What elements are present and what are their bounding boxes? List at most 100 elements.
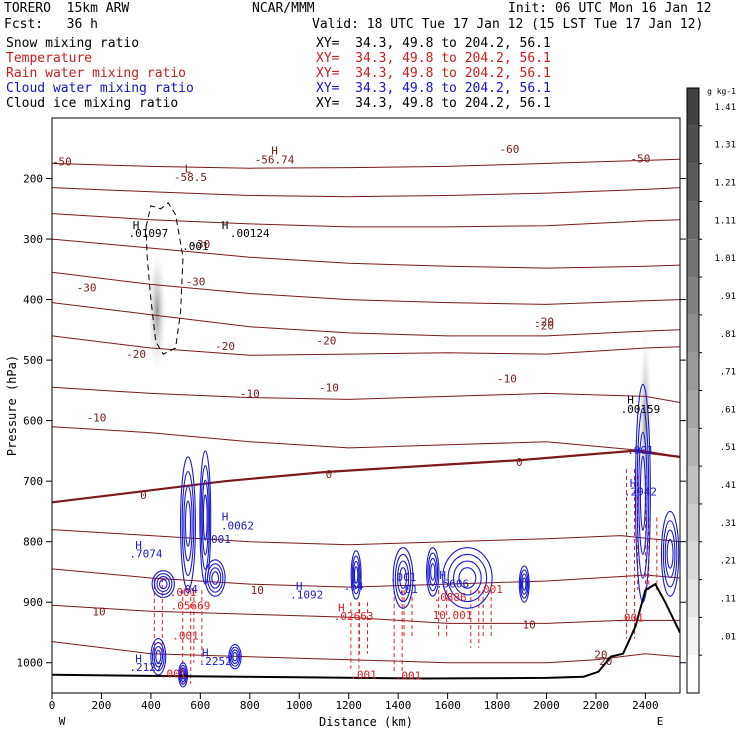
- cloud-water-contour-8-0: [392, 547, 414, 609]
- annotation-43: .001: [395, 670, 422, 683]
- x-end-label-west: W: [59, 715, 66, 728]
- isotherm-3: [52, 238, 680, 269]
- xy-cloud-ice: XY= 34.3, 49.8 to 204.2, 56.1: [316, 96, 551, 111]
- colorbar-cell-13: [687, 163, 699, 202]
- cloud-water-contour-9-0: [426, 547, 440, 597]
- colorbar-label-11: 1.11: [714, 216, 736, 226]
- colorbar-label-6: .61: [720, 405, 736, 415]
- legend-cloud-water: Cloud water mixing ratio: [6, 81, 194, 96]
- x-tick-label-9: 1800: [484, 699, 511, 712]
- annotation-17: .001: [204, 533, 231, 546]
- cloud-water-contour-4-2: [153, 645, 164, 668]
- cloud-water-contour-4-0: [150, 637, 167, 676]
- cloud-water-contour-7-1: [351, 555, 361, 595]
- cloud-water-contour-10-0: [442, 547, 493, 609]
- annotation-33: .02663: [334, 610, 374, 623]
- isotherm-label-7-0: -10: [240, 387, 260, 400]
- cloud-water-contour-7-3: [353, 566, 359, 584]
- colorbar-cell-12: [687, 201, 699, 240]
- annotation-13: H: [630, 477, 637, 490]
- colorbar-cell-5: [687, 466, 699, 504]
- isotherm-8: [52, 426, 680, 458]
- rain-column-2: [193, 590, 203, 663]
- colorbar-label-9: .91: [720, 292, 736, 302]
- cloud-water-contour-10-2: [452, 560, 482, 596]
- colorbar-label-4: .41: [720, 481, 736, 491]
- annotation-32: H: [338, 601, 345, 614]
- annotation-42: .001: [350, 668, 377, 681]
- isotherm-0: [52, 158, 680, 169]
- y-tick-label-8: 1000: [17, 657, 44, 670]
- annotation-36: .001: [617, 612, 644, 625]
- cloud-water-contour-6-3: [232, 652, 238, 662]
- cloud-water-contour-8-2: [396, 560, 410, 596]
- annotation-37: H: [135, 653, 142, 666]
- cloud-water-contour-6-2: [230, 649, 239, 665]
- x-tick-label-1: 200: [92, 699, 112, 712]
- rain-column-4: [359, 602, 369, 654]
- annotation-18: H: [135, 539, 142, 552]
- isotherm-10: [52, 529, 680, 546]
- colorbar-cell-15: [687, 88, 699, 126]
- colorbar-cell-2: [687, 579, 699, 618]
- colorbar-cell-8: [687, 352, 699, 391]
- legend-snow: Snow mixing ratio: [6, 36, 140, 51]
- annotation-14: .2942: [624, 486, 657, 499]
- isotherm-label-4-1: -30: [185, 275, 205, 288]
- colorbar-label-1: .11: [720, 594, 736, 604]
- plot-frame: [51, 117, 681, 694]
- isotherm-4: [52, 271, 680, 305]
- y-tick-label-2: 400: [23, 294, 43, 307]
- cloud-water-contour-0-3: [184, 500, 192, 547]
- colorbar-cell-3: [687, 541, 699, 580]
- rain-column-10: [626, 469, 636, 639]
- annotation-15: H: [222, 511, 229, 524]
- isotherm-5: [52, 302, 680, 337]
- xy-cloud-water: XY= 34.3, 49.8 to 204.2, 56.1: [316, 81, 551, 96]
- isotherm-label-12-1: 10: [523, 619, 536, 632]
- annotation-12: .001: [627, 444, 654, 457]
- colorbar-label-8: .81: [720, 330, 736, 340]
- cloud-water-contour-2-3: [158, 578, 168, 590]
- rain-column-6: [403, 590, 413, 639]
- annotation-16: .0062: [221, 520, 254, 533]
- annotation-7: H: [222, 219, 229, 232]
- annotation-23: H: [439, 569, 446, 582]
- colorbar-cell-0: [687, 655, 699, 693]
- x-tick-label-5: 1000: [286, 699, 313, 712]
- annotation-4: -60: [499, 143, 519, 156]
- isotherm-label-8-0: -10: [87, 412, 107, 425]
- xy-temperature: XY= 34.3, 49.8 to 204.2, 56.1: [316, 51, 551, 66]
- colorbar-label-3: .31: [720, 519, 736, 529]
- rain-column-7: [438, 590, 448, 639]
- colorbar-label-14: 1.41: [714, 103, 736, 113]
- colorbar-label-5: .51: [720, 443, 736, 453]
- cloud-water-contour-1-2: [201, 479, 209, 556]
- colorbar-label-13: 1.31: [714, 141, 736, 151]
- cloud-water-contour-7-2: [352, 560, 360, 590]
- forecast-hour: Fcst: 36 h: [4, 17, 98, 32]
- colorbar-cell-9: [687, 314, 699, 353]
- colorbar-cell-6: [687, 428, 699, 467]
- snow-contour: [145, 201, 184, 355]
- colorbar-cell-11: [687, 239, 699, 278]
- annotation-40: .2252: [199, 655, 232, 668]
- cloud-water-contour-13-3: [666, 538, 674, 569]
- cloud-water-contour-3-3: [211, 571, 220, 585]
- rain-column-8: [470, 590, 480, 648]
- cloud-water-contour-11-2: [520, 573, 528, 595]
- plot-area: -50 -50-30-30 -30-20-20-20 -20-10 -10-10-100…: [52, 143, 680, 688]
- isotherm-label-9-0: 0: [140, 489, 147, 502]
- cloud-water-contour-5-2: [179, 667, 187, 683]
- cloud-water-contour-10-1: [447, 553, 488, 603]
- cloud-water-contour-0-0: [180, 456, 196, 591]
- valid-time: Valid: 18 UTC Tue 17 Jan 12 (15 LST Tue …: [312, 17, 704, 32]
- x-tick-label-0: 0: [49, 699, 56, 712]
- cloud-water-contour-8-3: [399, 567, 407, 589]
- isotherm-label-12-0: 10: [92, 605, 105, 618]
- cloud-water-contour-5-1: [179, 664, 188, 685]
- cloud-water-contour-12-2: [638, 431, 648, 555]
- isotherm-2: [52, 213, 680, 228]
- cloud-water-contour-9-2: [428, 557, 437, 587]
